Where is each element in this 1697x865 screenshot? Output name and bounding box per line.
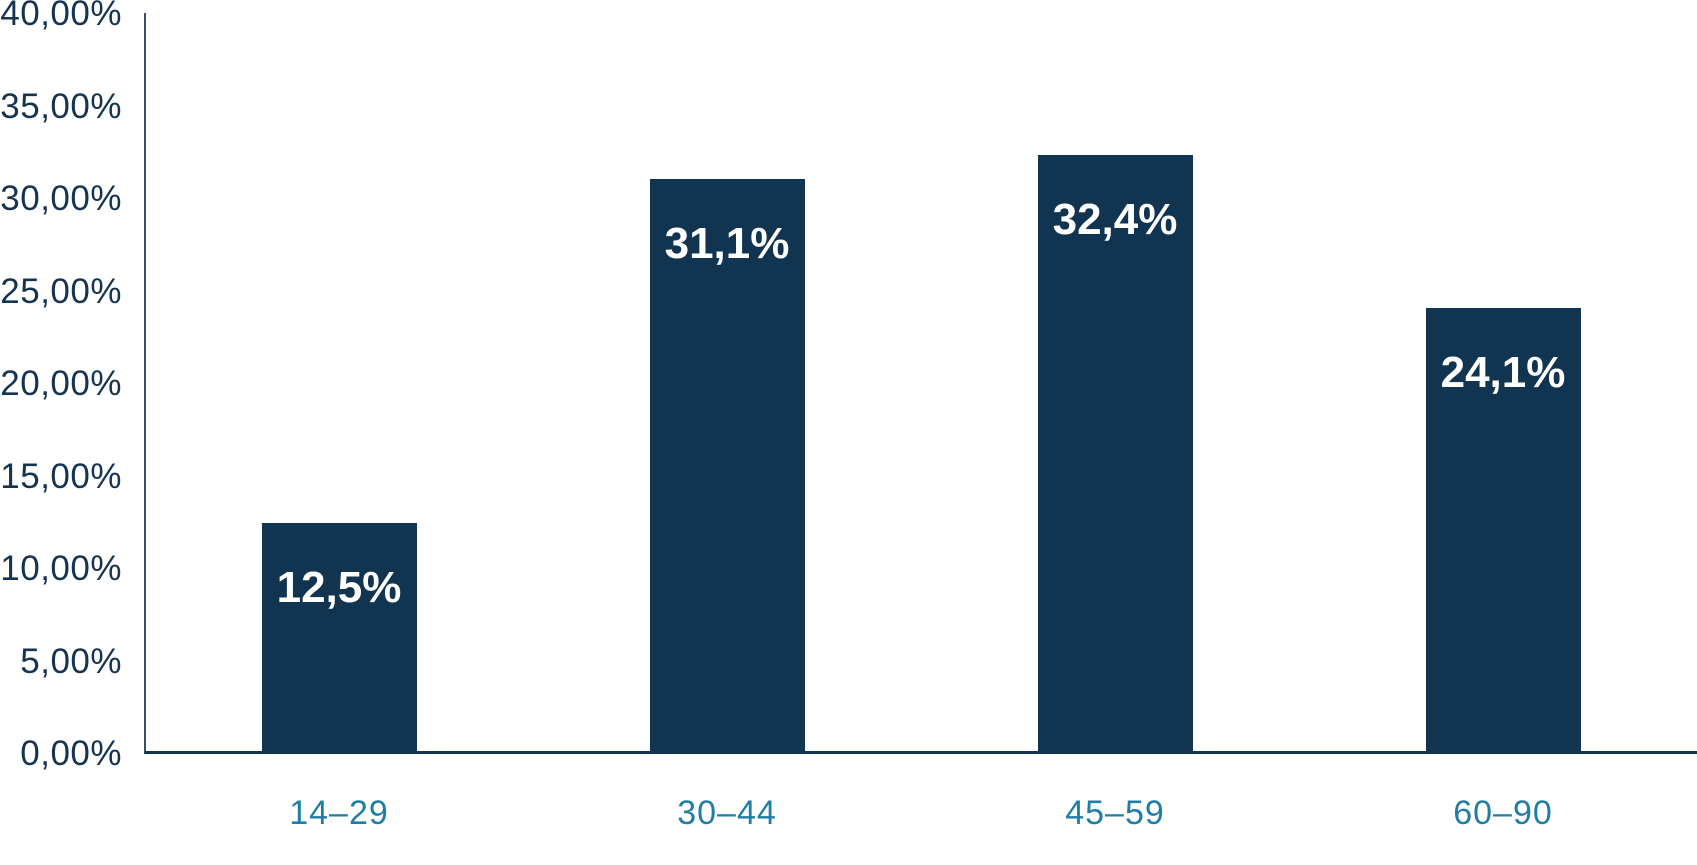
y-tick-label: 25,00% xyxy=(0,271,122,311)
x-tick-label: 60–90 xyxy=(1453,794,1553,832)
bar-value-label: 31,1% xyxy=(664,218,790,268)
y-tick-label: 35,00% xyxy=(0,86,122,126)
bar-value-label: 24,1% xyxy=(1440,348,1566,398)
y-tick-label: 40,00% xyxy=(0,0,122,33)
bar-value-label: 32,4% xyxy=(1052,194,1178,244)
y-tick-label: 30,00% xyxy=(0,179,122,218)
x-axis: 14–29 30–44 45–59 60–90 xyxy=(0,793,1697,843)
x-tick-label: 14–29 xyxy=(289,794,389,832)
y-tick-label: 0,00% xyxy=(20,734,122,773)
y-tick-label: 15,00% xyxy=(0,456,122,496)
y-tick-label: 20,00% xyxy=(0,364,122,403)
x-tick-label: 30–44 xyxy=(677,794,777,832)
y-tick-label: 5,00% xyxy=(20,641,122,681)
x-tick-label: 45–59 xyxy=(1065,794,1165,832)
bar-45–59: 32,4% xyxy=(1037,154,1193,754)
bar-30–44: 31,1% xyxy=(649,178,805,754)
y-axis: 0,00% 5,00% 10,00% 15,00% 20,00% 25,00% 30,00%… xyxy=(0,0,122,865)
bar-value-label: 12,5% xyxy=(276,562,402,612)
y-axis-line xyxy=(144,13,146,754)
bar-60–90: 24,1% xyxy=(1425,308,1581,754)
y-tick-label: 10,00% xyxy=(0,549,122,588)
x-axis-line xyxy=(145,751,1697,754)
bar-14–29: 12,5% xyxy=(261,522,417,754)
